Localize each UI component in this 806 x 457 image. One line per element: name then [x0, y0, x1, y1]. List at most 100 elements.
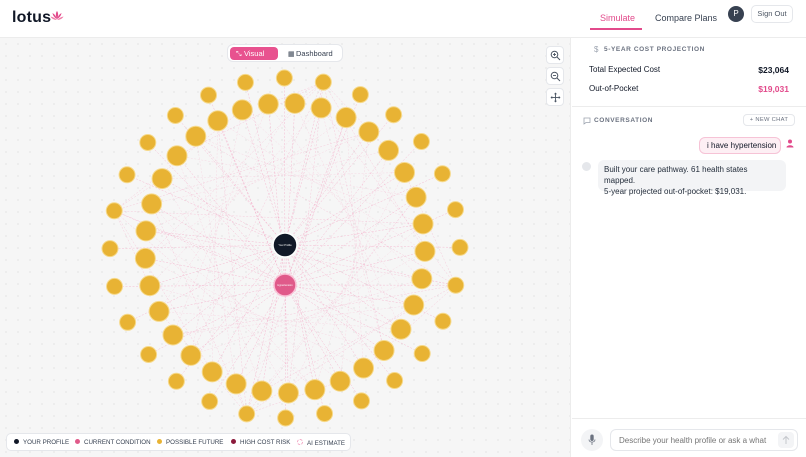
assistant-message-line2: 5-year projected out-of-pocket: $19,031. [604, 187, 747, 196]
graph-edge [284, 244, 444, 322]
future-state-node[interactable] [403, 294, 425, 316]
future-state-node[interactable] [385, 106, 403, 124]
future-state-node[interactable] [106, 277, 124, 295]
app-logo[interactable]: lotus [12, 9, 52, 26]
future-state-node[interactable] [433, 165, 451, 183]
graph-edge [145, 230, 341, 382]
future-state-node[interactable] [201, 361, 223, 383]
future-state-node[interactable] [105, 202, 123, 220]
future-state-node[interactable] [304, 379, 326, 401]
out-of-pocket-label: Out-of-Pocket [589, 84, 639, 93]
future-state-node[interactable] [141, 193, 163, 215]
future-state-node[interactable] [414, 240, 436, 262]
future-state-node[interactable] [236, 73, 254, 91]
chat-input[interactable] [610, 429, 798, 451]
future-state-node[interactable] [119, 313, 137, 331]
future-state-node[interactable] [200, 86, 218, 104]
future-state-node[interactable] [412, 213, 434, 235]
future-state-node[interactable] [231, 99, 253, 121]
graph-edge [172, 103, 269, 336]
future-state-node[interactable] [277, 409, 295, 427]
future-state-node[interactable] [167, 372, 185, 390]
future-state-node[interactable] [329, 370, 351, 392]
current-condition-node[interactable] [273, 273, 297, 297]
future-state-node[interactable] [413, 345, 431, 363]
graph-edge [320, 107, 456, 286]
graph-edge [195, 136, 237, 384]
future-state-node[interactable] [139, 275, 161, 297]
future-state-node[interactable] [162, 324, 184, 346]
tab-simulate[interactable]: Simulate [600, 13, 636, 23]
future-state-node[interactable] [314, 73, 332, 91]
future-state-node[interactable] [411, 268, 433, 290]
graph-edge [176, 155, 286, 286]
zoom-in-button[interactable] [546, 46, 564, 64]
future-state-node[interactable] [166, 145, 188, 167]
future-state-node[interactable] [352, 392, 370, 410]
send-button[interactable] [778, 432, 794, 448]
future-state-node[interactable] [140, 345, 158, 363]
future-state-node[interactable] [135, 220, 157, 242]
zoom-out-button[interactable] [546, 67, 564, 85]
future-state-node[interactable] [386, 372, 404, 390]
your-profile-node[interactable] [272, 232, 298, 258]
graph-canvas[interactable]: Your Profile Hypertension ⤡ Visual ▦Dashbo… [0, 38, 571, 457]
graph-edge [145, 230, 286, 246]
future-state-node[interactable] [310, 97, 332, 119]
new-chat-button[interactable]: + NEW CHAT [743, 114, 795, 126]
care-pathway-graph[interactable]: Your Profile Hypertension [0, 38, 571, 457]
future-state-node[interactable] [335, 107, 357, 129]
future-state-node[interactable] [358, 121, 380, 143]
dashboard-view-button[interactable]: ▦Dashboard [282, 47, 340, 60]
future-state-node[interactable] [180, 344, 202, 366]
future-state-node[interactable] [275, 69, 293, 87]
future-state-node[interactable] [201, 392, 219, 410]
visual-view-button[interactable]: ⤡ Visual [230, 47, 278, 60]
projection-title: 5-YEAR COST PROJECTION [604, 46, 705, 53]
graph-edge [345, 117, 364, 369]
future-state-node[interactable] [451, 238, 469, 256]
future-state-node[interactable] [393, 161, 415, 183]
future-state-node[interactable] [405, 186, 427, 208]
future-state-node[interactable] [378, 139, 400, 161]
graph-edge [190, 82, 324, 356]
future-state-node[interactable] [207, 110, 229, 132]
legend-dot [297, 439, 303, 445]
future-state-node[interactable] [277, 382, 299, 404]
graph-edge [284, 150, 389, 286]
future-state-node[interactable] [101, 240, 119, 258]
user-avatar[interactable]: P [728, 6, 744, 22]
fit-view-button[interactable] [546, 88, 564, 106]
future-state-node[interactable] [151, 168, 173, 190]
tab-compare-plans[interactable]: Compare Plans [655, 13, 718, 23]
graph-edge [284, 251, 426, 286]
future-state-node[interactable] [284, 92, 306, 114]
future-state-node[interactable] [316, 405, 334, 423]
future-state-node[interactable] [139, 133, 157, 151]
future-state-node[interactable] [434, 312, 452, 330]
future-state-node[interactable] [251, 380, 273, 402]
future-state-node[interactable] [447, 276, 465, 294]
future-state-node[interactable] [373, 339, 395, 361]
future-state-node[interactable] [353, 357, 375, 379]
graph-edge [172, 304, 414, 336]
future-state-node[interactable] [185, 125, 207, 147]
future-state-node[interactable] [166, 106, 184, 124]
sign-out-button[interactable]: Sign Out [751, 5, 793, 23]
future-state-node[interactable] [238, 405, 256, 423]
future-state-node[interactable] [118, 166, 136, 184]
future-state-node[interactable] [390, 318, 412, 340]
graph-edge [151, 150, 389, 205]
future-state-node[interactable] [412, 133, 430, 151]
arrow-up-icon [782, 435, 790, 444]
future-state-node[interactable] [351, 86, 369, 104]
future-state-node[interactable] [148, 300, 170, 322]
graph-edge [284, 107, 322, 246]
future-state-node[interactable] [134, 247, 156, 269]
graph-edge [172, 244, 286, 336]
future-state-node[interactable] [257, 93, 279, 115]
future-state-node[interactable] [446, 201, 464, 219]
microphone-button[interactable] [581, 429, 603, 451]
future-state-node[interactable] [225, 373, 247, 395]
graph-edge [284, 284, 385, 351]
